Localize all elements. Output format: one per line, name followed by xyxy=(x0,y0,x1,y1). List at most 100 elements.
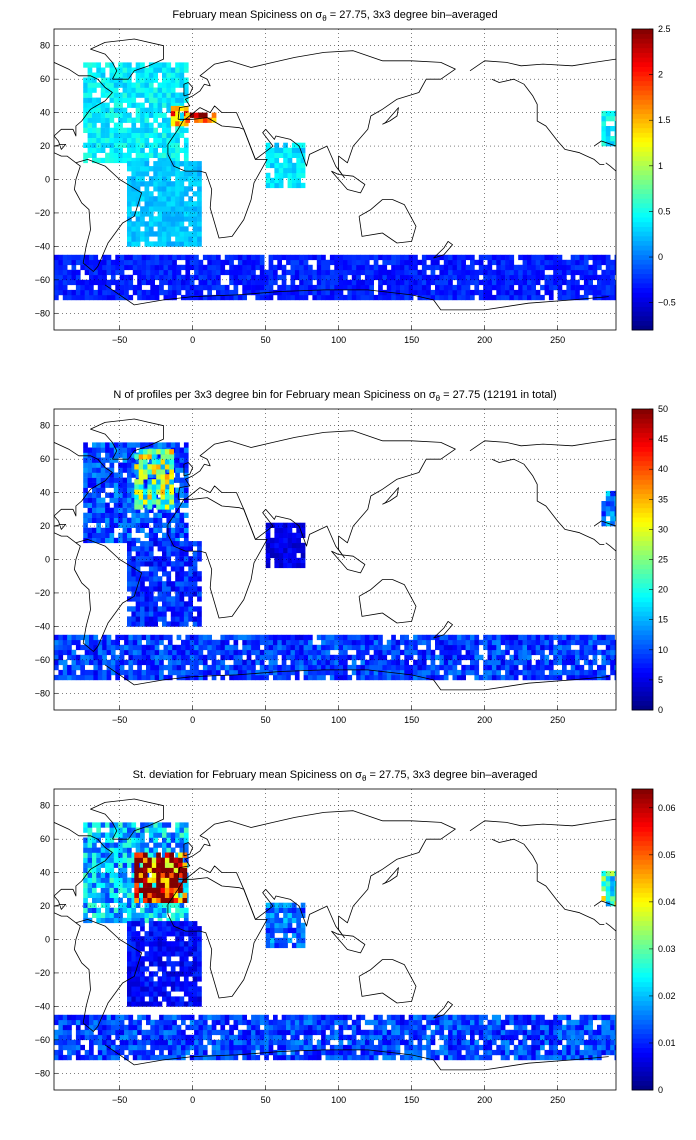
bin-cell xyxy=(148,902,154,908)
bin-cell xyxy=(131,857,137,863)
bin-cell xyxy=(144,576,150,582)
bin-cell xyxy=(110,269,116,276)
bin-cell xyxy=(83,77,88,83)
bin-cell xyxy=(140,616,145,622)
bin-cell xyxy=(192,936,198,942)
bin-cell xyxy=(400,634,405,641)
bin-cell xyxy=(369,274,374,281)
bin-cell xyxy=(137,634,142,641)
bin-cell xyxy=(220,644,226,651)
bin-cell xyxy=(548,279,554,286)
bin-cell xyxy=(140,1001,145,1007)
bin-cell xyxy=(478,294,484,301)
bin-cell xyxy=(118,152,123,158)
bin-cell xyxy=(160,897,166,903)
bin-cell xyxy=(189,284,195,291)
bin-cell xyxy=(237,274,243,281)
bin-cell xyxy=(148,596,154,602)
bin-cell xyxy=(229,649,234,656)
bin-cell xyxy=(496,289,501,296)
bin-cell xyxy=(566,644,572,651)
bin-cell xyxy=(296,557,301,564)
bin-cell xyxy=(148,191,154,197)
bin-cell xyxy=(179,502,185,508)
bin-cell xyxy=(110,1024,116,1031)
bin-cell xyxy=(173,892,179,898)
bin-cell xyxy=(496,294,501,301)
bin-cell xyxy=(268,664,274,671)
bin-cell xyxy=(162,581,167,587)
bin-cell xyxy=(291,557,297,564)
bin-cell xyxy=(89,659,94,666)
bin-cell xyxy=(166,551,172,557)
bin-cell xyxy=(461,289,466,296)
bin-cell xyxy=(83,157,88,164)
bin-cell xyxy=(610,264,615,271)
bin-cell xyxy=(144,221,150,227)
bin-cell xyxy=(391,639,396,646)
bin-cell xyxy=(296,562,301,569)
bin-cell xyxy=(220,664,226,671)
bin-cell xyxy=(321,279,326,286)
bin-cell xyxy=(408,279,414,286)
bin-cell xyxy=(483,284,488,291)
bin-cell xyxy=(131,157,137,164)
bin-cell xyxy=(140,142,145,148)
bin-cell xyxy=(137,639,142,646)
bin-cell xyxy=(343,664,348,671)
bin-cell xyxy=(197,216,202,222)
bin-cell xyxy=(170,152,176,158)
bin-cell xyxy=(153,541,158,547)
bin-cell xyxy=(84,279,90,286)
bin-cell xyxy=(166,546,172,552)
bin-cell xyxy=(148,102,154,108)
bin-cell xyxy=(588,639,593,646)
bin-cell xyxy=(127,72,132,78)
bin-cell xyxy=(166,837,172,843)
colorbar-step xyxy=(632,432,653,438)
bin-cell xyxy=(535,294,541,301)
bin-cell xyxy=(96,827,101,833)
bin-cell xyxy=(140,971,145,977)
bin-cell xyxy=(443,649,449,656)
bin-cell xyxy=(211,654,217,661)
bin-cell xyxy=(106,1034,112,1041)
bin-cell xyxy=(296,927,301,934)
bin-cell xyxy=(153,166,158,172)
bin-cell xyxy=(105,122,110,128)
bin-cell xyxy=(138,499,144,505)
colorbar-step xyxy=(632,231,653,237)
bin-cell xyxy=(62,1024,68,1031)
bin-cell xyxy=(127,621,132,627)
bin-cell xyxy=(179,551,185,557)
bin-cell xyxy=(287,927,293,934)
bin-cell xyxy=(127,482,132,488)
bin-cell xyxy=(183,822,189,828)
bin-cell xyxy=(127,102,132,108)
bin-cell xyxy=(614,674,616,681)
bin-cell xyxy=(439,264,445,271)
bin-cell xyxy=(527,279,532,286)
bin-cell xyxy=(135,921,141,927)
colorbar-step xyxy=(632,165,653,171)
bin-cell xyxy=(144,211,150,217)
bin-cell xyxy=(87,847,93,853)
bin-cell xyxy=(290,259,296,266)
bin-cell xyxy=(83,842,88,848)
bin-cell xyxy=(156,862,161,868)
bin-cell xyxy=(170,926,176,932)
bin-cell xyxy=(84,259,90,266)
bin-cell xyxy=(265,942,271,949)
bin-cell xyxy=(188,176,193,182)
bin-cell xyxy=(188,556,193,562)
bin-cell xyxy=(140,586,145,592)
bin-cell xyxy=(87,512,93,518)
bin-cell xyxy=(443,279,449,286)
bin-cell xyxy=(109,827,115,833)
bin-cell xyxy=(303,649,309,656)
bin-cell xyxy=(127,97,132,103)
bin-cell xyxy=(395,659,401,666)
bin-cell xyxy=(251,274,256,281)
coastline xyxy=(358,199,417,244)
bin-cell xyxy=(105,117,110,123)
